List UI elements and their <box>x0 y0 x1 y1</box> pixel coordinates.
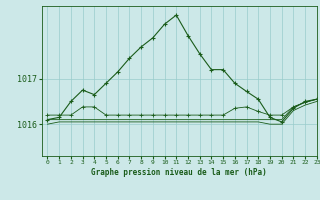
X-axis label: Graphe pression niveau de la mer (hPa): Graphe pression niveau de la mer (hPa) <box>91 168 267 177</box>
